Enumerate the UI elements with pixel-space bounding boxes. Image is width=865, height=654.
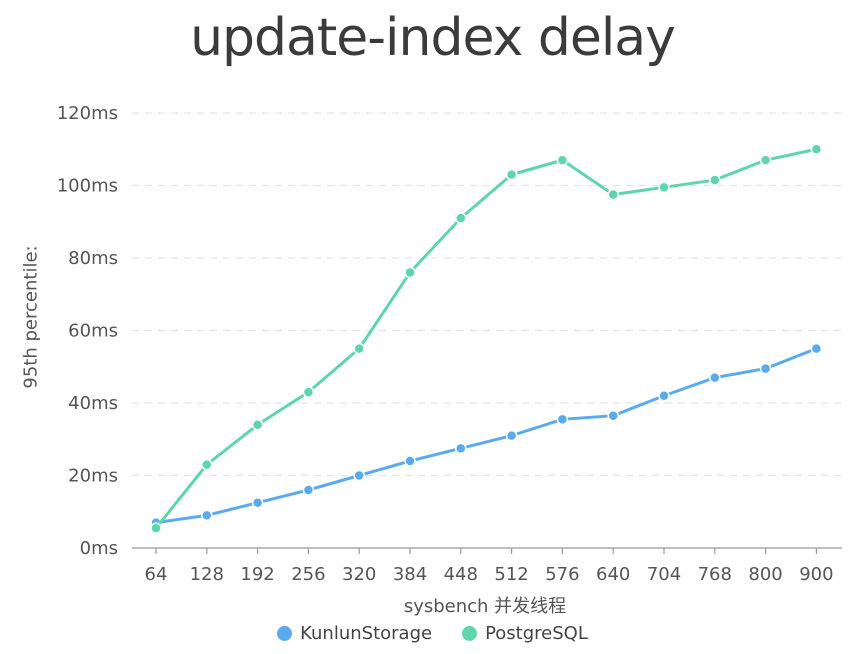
y-tick-label: 20ms: [68, 466, 118, 487]
x-tick-label: 448: [444, 564, 478, 585]
data-point-kunlunstorage: [251, 496, 264, 509]
x-tick-label: 64: [145, 564, 168, 585]
x-tick-label: 128: [190, 564, 224, 585]
x-tick-label: 512: [494, 564, 528, 585]
data-point-kunlunstorage: [759, 362, 772, 375]
data-point-postgresql: [556, 154, 569, 166]
data-point-postgresql: [150, 522, 162, 534]
series-line-postgresql: [154, 147, 817, 530]
data-point-postgresql: [505, 168, 518, 181]
chart-title: update-index delay: [190, 8, 676, 68]
data-point-kunlunstorage: [455, 442, 467, 455]
data-point-kunlunstorage: [607, 409, 619, 422]
y-tick-label: 40ms: [68, 393, 118, 414]
data-point-kunlunstorage: [201, 509, 213, 522]
legend-label-postgresql: PostgreSQL: [485, 623, 588, 644]
y-tick-label: 100ms: [57, 176, 118, 197]
legend: KunlunStorage PostgreSQL: [0, 623, 865, 644]
legend-item-postgresql[interactable]: PostgreSQL: [462, 623, 588, 644]
series-line-kunlunstorage: [155, 347, 817, 525]
x-tick-label: 576: [545, 564, 579, 585]
data-point-kunlunstorage: [404, 455, 416, 467]
x-tick-label: 900: [799, 564, 833, 585]
x-tick-label: 800: [748, 564, 782, 585]
y-tick-label: 60ms: [68, 321, 118, 342]
x-tick-label: 256: [291, 564, 325, 585]
legend-swatch-postgresql: [462, 626, 478, 641]
y-tick-label: 0ms: [80, 538, 118, 559]
data-point-postgresql: [302, 386, 315, 398]
data-point-kunlunstorage: [658, 390, 670, 402]
x-axis-label: sysbench 并发线程: [403, 596, 567, 617]
y-tick-label: 120ms: [57, 103, 118, 124]
legend-item-kunlunstorage[interactable]: KunlunStorage: [277, 623, 432, 644]
data-point-postgresql: [607, 188, 619, 201]
data-point-postgresql: [709, 174, 721, 186]
data-point-kunlunstorage: [353, 469, 365, 482]
data-point-postgresql: [810, 143, 823, 155]
data-point-kunlunstorage: [302, 484, 315, 496]
legend-label-kunlunstorage: KunlunStorage: [300, 623, 433, 644]
data-point-postgresql: [455, 212, 467, 224]
x-tick-label: 192: [240, 564, 274, 585]
data-point-kunlunstorage: [810, 342, 823, 355]
y-tick-label: 80ms: [68, 248, 118, 269]
data-point-postgresql: [404, 266, 416, 279]
x-tick-label: 768: [698, 564, 732, 585]
data-point-postgresql: [759, 154, 772, 166]
data-point-kunlunstorage: [505, 429, 518, 442]
x-tick-label: 384: [393, 564, 427, 585]
data-point-kunlunstorage: [556, 413, 569, 426]
x-tick-label: 320: [342, 564, 376, 585]
data-point-postgresql: [251, 419, 264, 431]
data-point-postgresql: [658, 181, 670, 194]
data-point-kunlunstorage: [709, 371, 721, 384]
x-tick-label: 640: [596, 564, 630, 585]
x-tick-label: 704: [647, 564, 681, 585]
data-point-postgresql: [353, 342, 365, 355]
legend-swatch-kunlunstorage: [277, 626, 293, 641]
data-point-postgresql: [201, 458, 213, 471]
